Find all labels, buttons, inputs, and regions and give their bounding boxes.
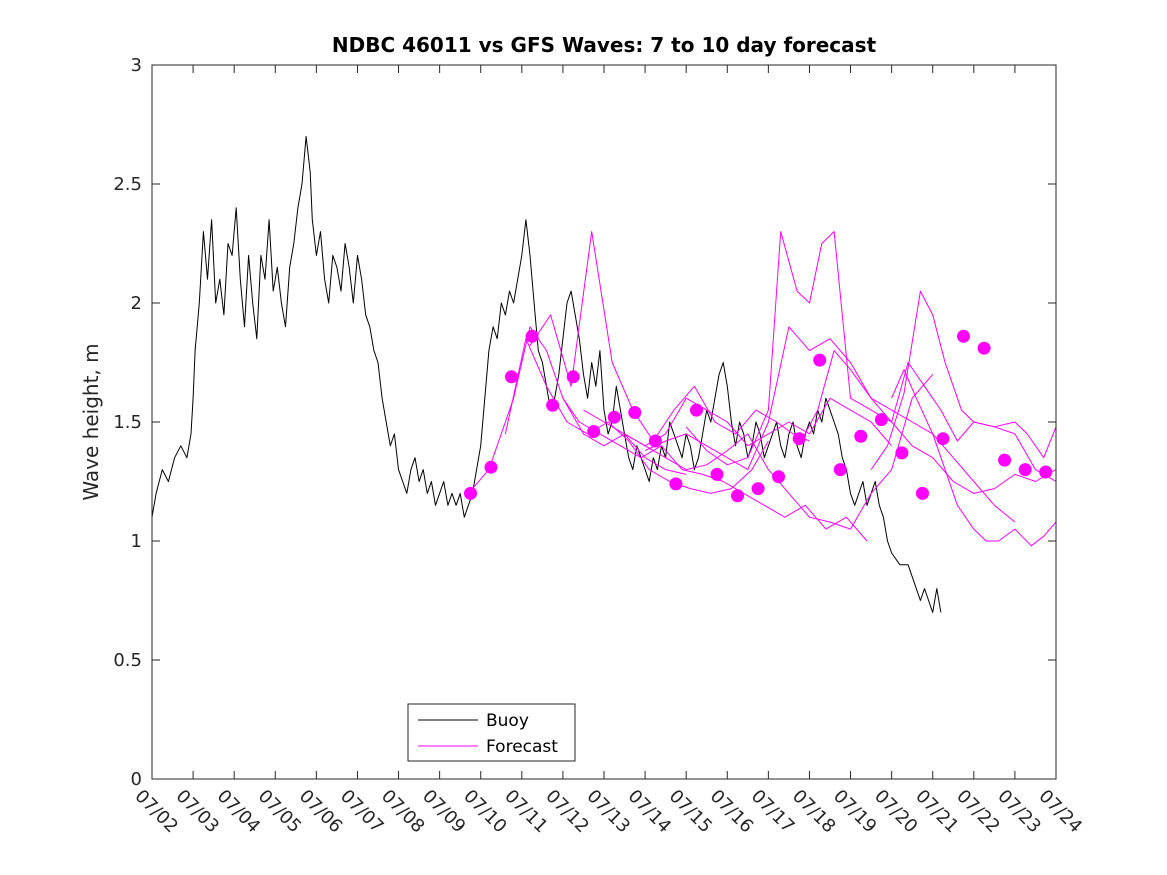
chart-title: NDBC 46011 vs GFS Waves: 7 to 10 day for…: [332, 33, 877, 57]
y-tick-labels: 0 0.5 1 1.5 2 2.5 3: [113, 55, 142, 790]
legend-label-forecast: Forecast: [486, 737, 558, 757]
series-line-forecast-1: [468, 326, 687, 494]
forecast-marker-21: [895, 446, 909, 460]
forecast-marker-10: [669, 477, 683, 491]
forecast-marker-15: [772, 470, 786, 484]
forecast-marker-5: [566, 370, 580, 384]
forecast-marker-27: [1018, 463, 1032, 477]
series-line-forecast-9: [800, 350, 1056, 482]
forecast-marker-12: [710, 467, 724, 481]
y-tick-label-4: 2: [131, 293, 142, 314]
forecast-marker-25: [977, 341, 991, 355]
y-tick-label-0: 0: [131, 769, 142, 790]
forecast-marker-13: [731, 489, 744, 503]
forecast-marker-16: [792, 432, 806, 446]
forecast-marker-17: [813, 353, 827, 367]
forecast-marker-4: [546, 398, 560, 412]
forecast-marker-8: [628, 406, 642, 419]
forecast-marker-20: [874, 413, 888, 427]
series-line-forecast-8: [685, 231, 1056, 494]
forecast-marker-14: [751, 482, 765, 496]
y-tick-label-2: 1: [131, 531, 142, 552]
legend-label-buoy: Buoy: [486, 711, 529, 731]
legend-box: [407, 703, 576, 762]
forecast-marker-6: [587, 425, 601, 438]
forecast-marker-7: [607, 410, 621, 424]
series-line-forecast-10: [870, 290, 1056, 470]
forecast-marker-24: [957, 329, 970, 343]
forecast-marker-1: [484, 460, 498, 474]
forecast-marker-18: [833, 463, 847, 477]
y-tick-label-1: 0.5: [113, 650, 142, 671]
y-axis-label: Wave height, m: [79, 343, 103, 500]
ticks-layer: [151, 64, 1057, 780]
forecast-marker-28: [1039, 465, 1053, 479]
forecast-marker-26: [998, 453, 1012, 467]
series-line-forecast-11: [891, 369, 1056, 547]
series-line-forecast-7: [644, 326, 1016, 523]
forecast-marker-23: [936, 432, 950, 446]
forecast-marker-11: [690, 403, 703, 417]
y-tick-label-6: 3: [131, 55, 142, 76]
y-tick-label-3: 1.5: [113, 412, 142, 433]
forecast-marker-19: [854, 429, 868, 443]
series-line-buoy: [152, 135, 942, 613]
y-tick-label-5: 2.5: [113, 174, 142, 195]
forecast-marker-3: [525, 329, 539, 343]
marker-layer: [464, 329, 1053, 503]
legend: Buoy Forecast: [407, 703, 576, 762]
forecast-marker-0: [464, 486, 477, 500]
forecast-marker-2: [505, 370, 518, 384]
forecast-marker-9: [648, 434, 662, 448]
forecast-marker-22: [916, 486, 929, 500]
series-line-forecast-2: [504, 338, 769, 494]
